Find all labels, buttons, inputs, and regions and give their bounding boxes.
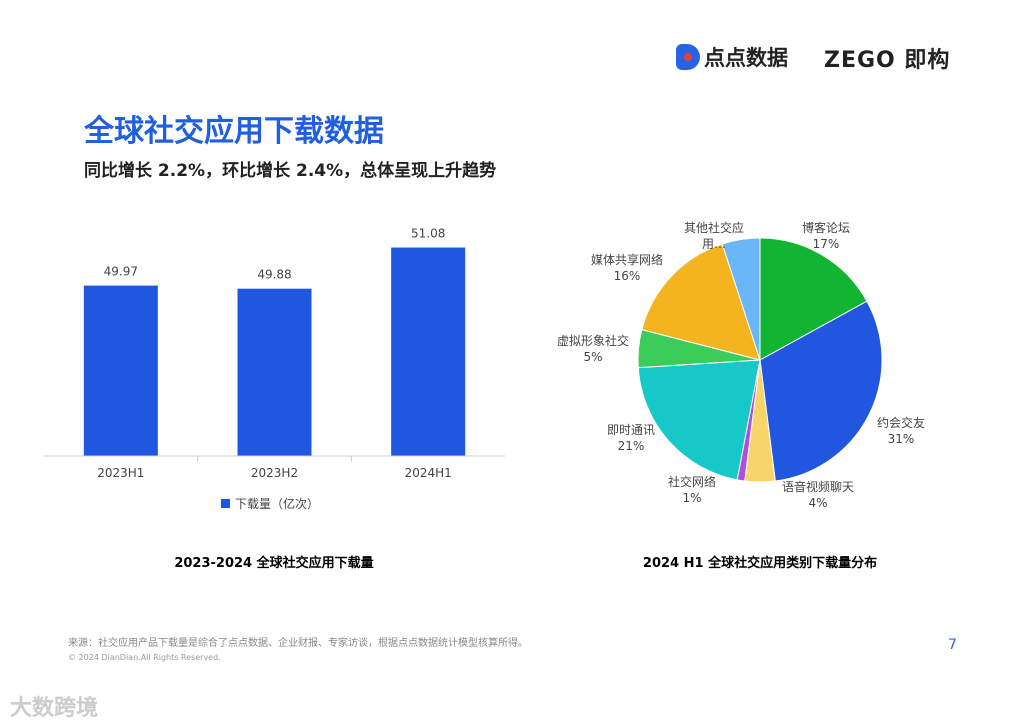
- slice-label: 约会交友: [877, 415, 925, 430]
- slice-percent: 用…: [702, 237, 726, 251]
- pie-slice: [641, 243, 761, 361]
- bar-value-label: 49.88: [257, 268, 291, 282]
- pie-slice: [759, 300, 883, 482]
- x-tick-label: 2024H1: [405, 466, 452, 480]
- diandian-logo-text: 点点数据: [704, 46, 788, 70]
- page-subtitle: 同比增长 2.2%，环比增长 2.4%，总体呈现上升趋势: [84, 161, 497, 181]
- watermark: 大数跨境: [10, 690, 98, 722]
- zego-logo-text: ZEGO: [824, 48, 896, 73]
- slice-label: 语音视频聊天: [782, 479, 854, 494]
- slice-label: 即时通讯: [607, 423, 655, 437]
- slice-percent: 16%: [614, 269, 641, 283]
- legend-label: 下载量（亿次）: [235, 496, 319, 511]
- slice-label: 虚拟形象社交: [557, 333, 629, 348]
- pie-slice: [759, 237, 868, 361]
- slice-label: 其他社交应: [684, 220, 744, 235]
- bar-chart-title: 2023-2024 全球社交应用下载量: [174, 555, 373, 571]
- slice-label: 媒体共享网络: [591, 252, 663, 267]
- diandian-logo-icon: [676, 44, 700, 70]
- slice-percent: 5%: [583, 350, 602, 364]
- slice-percent: 4%: [808, 496, 827, 510]
- pie-slice: [637, 359, 761, 481]
- watermark-text: 大数跨境: [10, 696, 99, 721]
- slice-percent: 1%: [682, 491, 701, 505]
- zego-logo-cn: 即构: [904, 48, 951, 73]
- bar: [83, 285, 158, 456]
- slice-label: 博客论坛: [802, 220, 850, 235]
- page-number: 7: [948, 637, 957, 653]
- slice-percent: 31%: [888, 432, 915, 446]
- diandian-logo: 点点数据: [676, 42, 788, 72]
- slice-percent: 17%: [813, 237, 840, 251]
- slice-percent: 21%: [618, 439, 645, 453]
- pie-chart-title: 2024 H1 全球社交应用类别下载量分布: [643, 555, 877, 571]
- bar: [237, 288, 312, 456]
- zego-logo: ZEGO 即构: [824, 42, 950, 74]
- bar: [391, 247, 466, 456]
- bar-value-label: 49.97: [104, 265, 138, 279]
- copyright: © 2024 DianDian.All Rights Reserved.: [68, 653, 221, 662]
- pie-slice: [721, 237, 761, 361]
- x-tick-label: 2023H2: [251, 466, 298, 480]
- page-title: 全球社交应用下载数据: [84, 114, 384, 149]
- x-tick-label: 2023H1: [97, 466, 144, 480]
- slice-label: 社交网络: [668, 474, 716, 489]
- legend-swatch: [221, 499, 230, 508]
- bar-value-label: 51.08: [411, 227, 445, 241]
- source-note: 来源：社交应用产品下载量是综合了点点数据、企业财报、专家访谈，根据点点数据统计模…: [68, 638, 528, 649]
